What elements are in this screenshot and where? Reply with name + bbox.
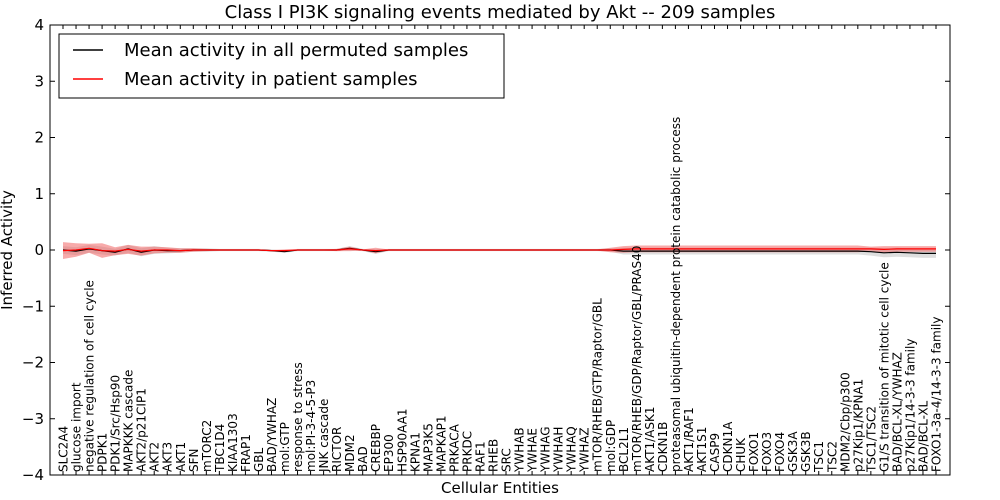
x-tick-label: PDPK1 (96, 433, 110, 472)
x-tick-label: MDM2/Cbp/p300 (838, 372, 852, 472)
x-tick-label: SFN (187, 449, 201, 473)
x-tick-label: FOXO1-3a-4/14-3-3 family (930, 317, 944, 473)
x-tick-label: SLC2A4 (57, 426, 71, 472)
series-lines (62, 247, 936, 254)
x-tick-label: TSC2 (825, 441, 839, 473)
x-tick-label: response to stress (291, 362, 305, 472)
y-tick-label: 0 (34, 241, 44, 259)
x-tick-label: mol:GTP (278, 422, 292, 472)
legend: Mean activity in all permuted samples Me… (58, 33, 505, 99)
x-tick-label: TSC1 (812, 441, 826, 473)
x-tick-label: p27Kip1/KPNA1 (851, 379, 865, 472)
x-tick-label: YWHAG (539, 426, 553, 473)
x-tick-label: GBL (252, 447, 266, 472)
x-tick-label: BAD/YWHAZ (265, 398, 279, 472)
y-tick-label: 4 (34, 16, 44, 34)
legend-label-permuted: Mean activity in all permuted samples (124, 40, 468, 61)
x-tick-label: mTOR/RHEB/GTP/Raptor/GBL (591, 298, 605, 472)
x-tick-label: glucose import (70, 382, 84, 472)
y-tick-label: 1 (34, 185, 44, 203)
x-tick-label: MAPKKK cascade (122, 370, 136, 472)
x-tick-label: PDK1/Src/Hsp90 (109, 375, 123, 472)
x-tick-label: CREBBP (369, 424, 383, 472)
x-tick-label: GSK3B (799, 431, 813, 472)
x-tick-label: mol:GDP (604, 420, 618, 472)
x-tick-label: negative regulation of cell cycle (83, 280, 97, 472)
y-tick-label: −3 (22, 410, 44, 428)
x-tick-label: AKT1S1 (695, 427, 709, 472)
y-tick-label: 2 (34, 129, 44, 147)
x-tick-label: PRKACA (447, 423, 461, 472)
y-axis: −4 −3 −2 −1 0 1 2 3 4 (22, 16, 950, 484)
x-tick-label: YWHAE (526, 428, 540, 473)
x-tick-label: mTORC2 (200, 420, 214, 472)
chart-title: Class I PI3K signaling events mediated b… (225, 2, 776, 23)
x-tick-label: RHEB (487, 439, 501, 472)
x-tick-label: CASP9 (708, 433, 722, 472)
y-axis-label: Inferred Activity (0, 190, 16, 310)
x-tick-label: AKT1/RAF1 (682, 407, 696, 472)
x-tick-label: GSK3A (786, 431, 800, 472)
x-tick-label: TSC1/TSC2 (864, 406, 878, 473)
x-tick-label: MAPKAP1 (434, 415, 448, 472)
x-axis: SLC2A4 glucose import negative regulation … (57, 25, 944, 475)
x-tick-label: YWHAH (552, 427, 566, 473)
x-tick-label: FOXO3 (760, 432, 774, 472)
x-tick-label: FOXO4 (773, 432, 787, 472)
x-axis-label: Cellular Entities (441, 479, 559, 497)
x-tick-label: AKT1/ASK1 (643, 407, 657, 472)
x-tick-label: AKT2/p21CIP1 (135, 388, 149, 472)
x-tick-label: BAD (356, 446, 370, 472)
x-tick-label: YWHAB (513, 427, 527, 473)
legend-box (58, 33, 505, 99)
x-tick-label: RAF1 (474, 441, 488, 472)
x-tick-label: AKT3 (161, 442, 175, 472)
y-tick-label: 3 (34, 72, 44, 90)
x-tick-label: BCL2L1 (617, 427, 631, 472)
x-tick-label: mTOR/RHEB/GDP/Raptor/GBL/PRAS40 (630, 246, 644, 472)
x-tick-label: G1/S transition of mitotic cell cycle (877, 262, 891, 472)
x-tick-label: CDKN1B (656, 422, 670, 472)
x-tick-label: JNK cascade (317, 399, 331, 473)
x-tick-label: YWHAQ (565, 426, 579, 473)
x-tick-label: YWHAZ (578, 427, 592, 473)
x-tick-label: HSP90AA1 (395, 408, 409, 472)
x-tick-label: KPNA1 (408, 432, 422, 472)
y-tick-label: −1 (22, 297, 44, 315)
x-tick-label: proteasomal ubiquitin-dependent protein … (669, 117, 683, 472)
x-tick-label: TBC1D4 (213, 424, 227, 473)
x-tick-label: KIAA1303 (226, 413, 240, 472)
x-tick-label: SRC (500, 448, 514, 472)
x-tick-label: PRKDC (460, 431, 474, 472)
x-tick-label: MAP3K5 (421, 423, 435, 472)
x-tick-label: FOXO1 (747, 432, 761, 472)
x-tick-label: FRAP1 (239, 434, 253, 472)
y-tick-label: −2 (22, 354, 44, 372)
series-line-patient (62, 247, 936, 252)
x-tick-label: CHUK (734, 437, 748, 472)
x-tick-label: AKT1 (174, 442, 188, 472)
x-tick-label: p27Kip1/14-3-3 family (903, 339, 917, 472)
y-tick-label: −4 (22, 466, 44, 484)
x-tick-label: AKT2 (148, 442, 162, 472)
x-tick-label: mol:PI-3-4-5-P3 (304, 380, 318, 472)
legend-label-patient: Mean activity in patient samples (124, 69, 418, 90)
x-tick-label: BAD/BCL-XL/YWHAZ (890, 352, 904, 472)
x-tick-label: CDKN1A (721, 421, 735, 472)
x-tick-label: EP300 (382, 434, 396, 472)
x-tick-label: MDM2 (343, 434, 357, 472)
x-tick-label: RICTOR (330, 427, 344, 472)
x-tick-label: BAD/BCL-XL (917, 400, 931, 472)
